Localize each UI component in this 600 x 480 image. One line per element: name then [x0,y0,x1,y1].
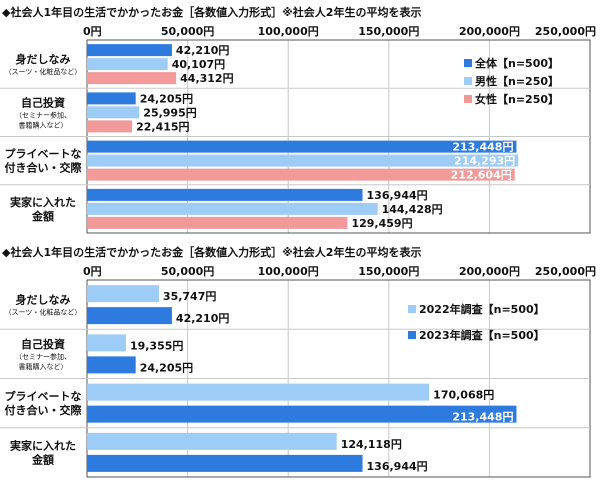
bar [87,454,363,472]
bar [87,44,172,57]
bar [87,72,177,85]
data-label: 214,293円 [454,155,515,168]
category-sublabel: （セミナー参加、 [15,352,71,361]
bar-chart-svg: 0円 50,000円 100,000円 150,000円 200,000円 250,000… [0,265,596,478]
data-label: 24,205円 [140,92,193,105]
category-label: プライベートな [5,389,82,403]
category-label: 自己投資 [21,337,65,351]
data-label: 42,210円 [176,312,229,325]
data-label: 25,995円 [143,106,196,119]
bar [87,92,136,105]
data-label: 144,428円 [382,203,443,216]
legend-label: 2023年調査【n=500】 [419,328,545,342]
category-label: 実家に入れた [10,195,76,209]
bar [87,383,430,401]
bar [87,432,337,450]
chart-panel-1: ◆社会人1年目の生活でかかったお金［各数値入力形式］※社会人2年生の平均を表示 … [0,6,596,234]
category-label: 金額 [31,209,54,223]
bar [87,307,172,325]
chart-title: ◆社会人1年目の生活でかかったお金［各数値入力形式］※社会人2年生の平均を表示 [2,246,422,259]
category-label: 身だしなみ [16,293,71,307]
category-sublabel: （セミナー参加、 [15,110,71,119]
data-label: 213,448円 [452,141,513,154]
bar [87,58,168,71]
category-label: 自己投資 [21,95,65,109]
bar [87,334,126,352]
x-tick-label: 250,000円 [535,265,596,278]
bar [87,120,133,133]
data-label: 19,355円 [130,339,183,352]
bar [87,285,159,303]
category-label: 身だしなみ [16,52,71,66]
legend-swatch [408,305,416,313]
data-label: 136,944円 [367,189,428,202]
bar [87,405,517,423]
data-label: 213,448円 [452,411,513,424]
category-sublabel: （スーツ・化粧品など） [5,67,82,76]
x-tick-label: 250,000円 [535,25,596,38]
legend-label: 全体【n=500】 [474,56,559,70]
data-label: 35,747円 [163,290,216,303]
category-label: 実家に入れた [10,438,76,452]
x-tick-label: 100,000円 [258,265,319,278]
x-tick-label: 200,000円 [459,265,520,278]
data-label: 129,459円 [351,217,412,230]
category-sublabel: 書籍購入など） [19,120,68,129]
x-tick-label: 50,000円 [161,25,214,38]
x-tick-label: 150,000円 [358,265,419,278]
data-label: 124,118円 [341,438,402,451]
data-label: 24,205円 [140,361,193,374]
data-label: 170,068円 [433,389,494,402]
x-tick-label: 100,000円 [258,25,319,38]
data-label: 44,312円 [180,72,233,85]
category-sublabel: 書籍購入など） [19,362,68,371]
x-tick-label: 0円 [83,25,102,38]
legend-swatch [464,59,472,67]
category-label: 付き合い・交際 [5,161,83,175]
legend-swatch [408,331,416,339]
data-label: 212,604円 [451,169,512,182]
x-tick-label: 200,000円 [459,25,520,38]
legend-label: 女性【n=250】 [475,92,559,106]
x-tick-label: 150,000円 [358,25,419,38]
bar [87,154,519,167]
category-label: 金額 [31,452,54,466]
legend-label: 男性【n=250】 [475,74,559,88]
legend-swatch [464,77,472,85]
data-label: 22,415円 [136,120,189,133]
x-tick-label: 0円 [83,265,102,278]
bar-chart-svg: 0円 50,000円 100,000円 150,000円 200,000円 250,000… [0,25,596,234]
bar [87,168,515,181]
bar [87,356,136,374]
category-sublabel: （スーツ・化粧品など） [5,308,82,317]
bar [87,216,348,229]
bar [87,202,378,215]
bar [87,188,363,201]
data-label: 40,107円 [172,58,225,71]
data-label: 42,210円 [176,44,229,57]
x-tick-label: 50,000円 [161,265,214,278]
legend-label: 2022年調査【n=500】 [419,302,545,316]
bar [87,106,140,119]
legend-swatch [464,95,472,103]
category-label: 付き合い・交際 [5,403,83,417]
data-label: 136,944円 [367,460,428,473]
bar [87,140,517,153]
category-label: プライベートな [5,147,82,161]
chart-title: ◆社会人1年目の生活でかかったお金［各数値入力形式］※社会人2年生の平均を表示 [2,6,422,19]
chart-panel-2: ◆社会人1年目の生活でかかったお金［各数値入力形式］※社会人2年生の平均を表示 … [0,240,600,480]
